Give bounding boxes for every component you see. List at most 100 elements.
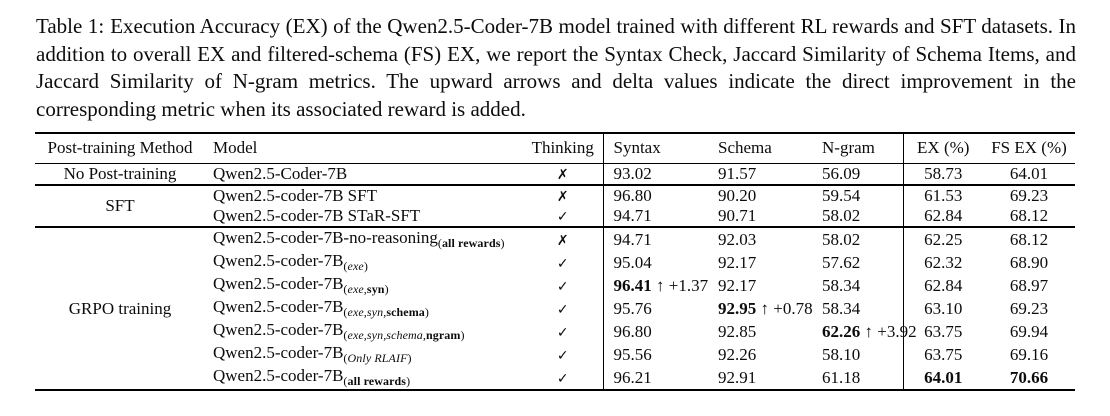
header-ex: EX (%) xyxy=(903,133,983,164)
ngram-cell: 58.10 xyxy=(812,343,904,366)
subscript-segment: ) xyxy=(500,236,505,250)
metric-value: 63.75 xyxy=(924,321,963,341)
syntax-cell: 95.04 xyxy=(603,251,708,274)
model-name: Qwen2.5-coder-7B xyxy=(213,251,344,270)
thinking-cell: ✓ xyxy=(523,274,604,297)
checkmark-icon: ✓ xyxy=(556,347,569,364)
syntax-cell: 96.80 xyxy=(603,184,708,206)
table-row: Qwen2.5-coder-7B(exe,syn) ✓ 96.41 ↑ +1.37 9… xyxy=(35,274,1075,297)
checkmark-icon: ✓ xyxy=(556,209,569,225)
metric-value: 95.56 xyxy=(613,344,652,364)
model-subscript: (Only RLAIF) xyxy=(343,351,411,365)
model-name: Qwen2.5-Coder-7B xyxy=(213,164,348,183)
schema-cell: 92.03 xyxy=(708,226,812,251)
ngram-cell: 59.54 xyxy=(812,184,904,206)
metric-value: 58.02 xyxy=(822,206,861,225)
ex-cell: 61.53 xyxy=(903,184,983,206)
model-subscript: (all rewards) xyxy=(438,236,505,250)
subscript-segment: exe, xyxy=(347,282,367,296)
metric-value: 92.85 xyxy=(718,321,757,341)
thinking-cell: ✓ xyxy=(523,251,604,274)
metric-value: 69.23 xyxy=(1009,298,1049,318)
header-schema: Schema xyxy=(708,133,812,164)
ex-cell: 62.84 xyxy=(903,274,983,297)
ex-cell: 63.75 xyxy=(903,343,983,366)
table-row: SFT Qwen2.5-coder-7B SFT ✗ 96.80 90.20 59.54 6… xyxy=(35,184,1075,227)
subscript-segment: ) xyxy=(407,351,412,365)
ngram-cell: 58.34 xyxy=(812,297,904,320)
syntax-cell: 94.71 xyxy=(603,226,708,251)
caption-text: Execution Accuracy (EX) of the Qwen2.5-C… xyxy=(36,14,1076,121)
model-cell: Qwen2.5-coder-7B STaR-SFT xyxy=(205,206,523,227)
metric-value: 68.12 xyxy=(1009,229,1049,249)
schema-cell: 92.26 xyxy=(708,343,812,366)
metric-value: 68.97 xyxy=(1009,275,1049,295)
metric-value: 68.90 xyxy=(1009,252,1049,272)
metric-value: 62.32 xyxy=(924,252,963,272)
model-subscript: (exe) xyxy=(343,259,368,273)
metric-value: 64.01 xyxy=(924,367,963,387)
metric-value: 70.66 xyxy=(1009,367,1049,387)
ex-cell: 64.01 xyxy=(903,366,983,390)
thinking-cell: ✗ xyxy=(523,163,604,185)
subscript-segment: ( xyxy=(343,328,348,342)
fsex-cell: 69.23 xyxy=(983,297,1075,320)
header-model: Model xyxy=(205,133,523,164)
ex-cell: 58.73 xyxy=(903,164,983,186)
checkmark-icon: ✓ xyxy=(556,278,569,295)
model-cell: Qwen2.5-coder-7B(exe,syn) xyxy=(205,274,523,297)
subscript-segment: all rewards xyxy=(347,374,407,388)
model-subscript: (exe,syn) xyxy=(343,282,388,296)
table-row: GRPO training Qwen2.5-coder-7B-no-reasoni… xyxy=(35,226,1075,390)
ex-cell: 62.84 xyxy=(903,206,983,227)
metric-value: 58.73 xyxy=(924,164,963,183)
ngram-cell: 58.02 xyxy=(812,206,904,227)
caption-label: Table 1: xyxy=(36,14,105,38)
metric-value: 92.95 xyxy=(718,298,757,318)
header-ngram: N-gram xyxy=(812,133,904,164)
schema-cell: 90.20 xyxy=(708,184,812,206)
subscript-segment: schema xyxy=(386,305,425,319)
ngram-cell: 57.62 xyxy=(812,251,904,274)
metric-value: 92.26 xyxy=(718,344,757,364)
metric-value: 63.75 xyxy=(924,344,963,364)
subscript-segment: ) xyxy=(406,374,411,388)
table-row: Qwen2.5-coder-7B(all rewards) ✓ 96.21 92.91… xyxy=(35,366,1075,390)
metric-value: 64.01 xyxy=(1009,164,1049,183)
model-cell: Qwen2.5-coder-7B(exe,syn,schema) xyxy=(205,297,523,320)
thinking-cell: ✓ xyxy=(523,320,604,343)
table-row: Qwen2.5-coder-7B STaR-SFT ✓ 94.71 90.71 58.0… xyxy=(35,206,1075,227)
metric-value: 56.09 xyxy=(822,164,861,183)
subscript-segment: ( xyxy=(343,305,348,319)
fsex-cell: 69.16 xyxy=(983,343,1075,366)
metric-value: 96.80 xyxy=(613,321,652,341)
metric-value: 57.62 xyxy=(822,252,861,272)
checkmark-icon: ✓ xyxy=(556,301,569,318)
model-cell: Qwen2.5-coder-7B(exe) xyxy=(205,251,523,274)
metric-value: 62.84 xyxy=(924,275,963,295)
model-name: Qwen2.5-coder-7B xyxy=(213,366,344,385)
metric-value: 58.02 xyxy=(822,229,861,249)
thinking-cell: ✓ xyxy=(523,206,604,227)
thinking-cell: ✗ xyxy=(523,226,604,251)
header-post-training-method: Post-training Method xyxy=(35,133,205,164)
metric-value: 92.91 xyxy=(718,367,757,387)
schema-cell: 91.57 xyxy=(708,164,812,186)
table-group: SFT Qwen2.5-coder-7B SFT ✗ 96.80 90.20 59.54 6… xyxy=(35,184,1075,227)
schema-cell: 92.95 ↑ +0.78 xyxy=(708,297,813,320)
model-name: Qwen2.5-coder-7B STaR-SFT xyxy=(213,206,421,225)
subscript-segment: ) xyxy=(424,305,430,319)
ex-cell: 62.32 xyxy=(903,251,983,274)
metric-value: 96.21 xyxy=(613,367,652,387)
syntax-cell: 94.71 xyxy=(603,206,708,227)
method-cell: No Post-training xyxy=(63,164,177,183)
thinking-cell: ✗ xyxy=(523,184,604,206)
model-cell: Qwen2.5-Coder-7B xyxy=(205,164,523,186)
table-row: Qwen2.5-coder-7B(Only RLAIF) ✓ 95.56 92.26 5… xyxy=(35,343,1075,366)
ngram-cell: 61.18 xyxy=(812,366,904,390)
metric-value: 95.04 xyxy=(613,252,652,272)
metric-value: 62.84 xyxy=(924,206,963,225)
metric-value: 68.12 xyxy=(1009,206,1049,225)
model-name: Qwen2.5-coder-7B-no-reasoning xyxy=(213,228,438,247)
syntax-cell: 95.76 xyxy=(603,297,708,320)
